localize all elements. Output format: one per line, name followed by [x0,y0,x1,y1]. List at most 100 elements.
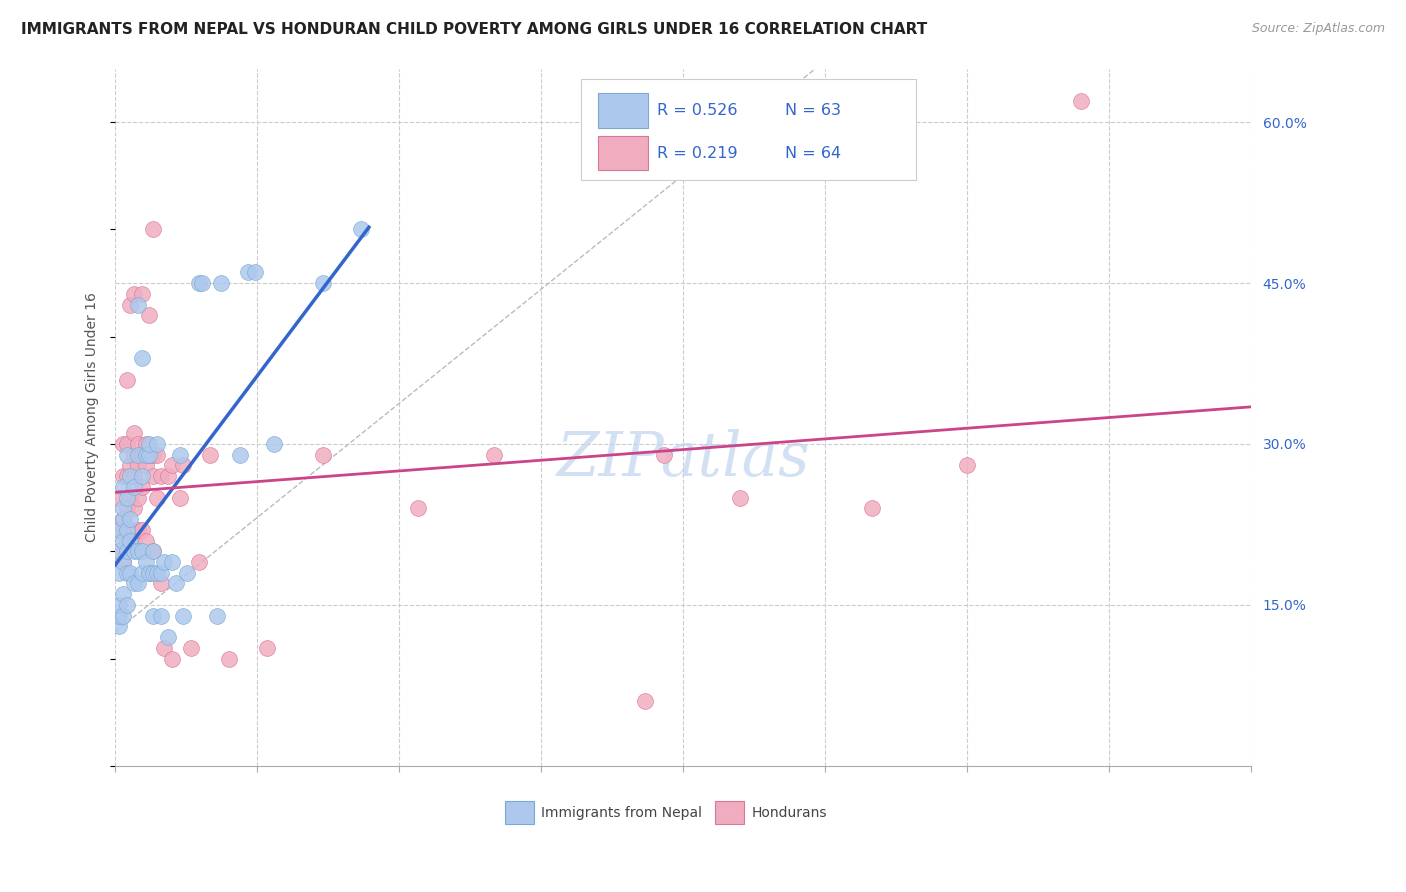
Point [142,544,165,558]
FancyBboxPatch shape [714,801,744,824]
Point [115,566,138,580]
Point [127,437,149,451]
Point [256,640,278,655]
Text: Immigrants from Nepal: Immigrants from Nepal [541,805,702,820]
Text: ZIPatlas: ZIPatlas [557,429,810,489]
Point [138,448,160,462]
Point [146,566,169,580]
Point [153,555,176,569]
Point [312,448,335,462]
Point [122,576,145,591]
Point [634,694,657,708]
Point [111,480,134,494]
Point [108,523,131,537]
Point [120,469,142,483]
Point [111,555,134,569]
Point [146,448,169,462]
Point [122,501,145,516]
Point [111,555,134,569]
Point [146,491,169,505]
Point [172,458,194,473]
Point [122,533,145,548]
Point [138,448,160,462]
Point [142,544,165,558]
Point [180,640,202,655]
Point [218,651,240,665]
Point [127,448,149,462]
Point [160,651,183,665]
Point [122,448,145,462]
Point [111,587,134,601]
Text: Hondurans: Hondurans [751,805,827,820]
Point [115,544,138,558]
Point [135,555,157,569]
Point [157,630,180,644]
Text: R = 0.526: R = 0.526 [657,103,738,119]
Point [120,523,142,537]
Point [108,619,131,633]
Point [115,491,138,505]
Point [120,458,142,473]
Point [111,512,134,526]
Point [122,469,145,483]
Point [120,297,142,311]
Point [131,566,153,580]
Point [120,533,142,548]
Point [108,544,131,558]
Point [482,448,505,462]
Point [122,426,145,441]
Point [146,437,169,451]
Y-axis label: Child Poverty Among Girls Under 16: Child Poverty Among Girls Under 16 [86,293,100,542]
Point [142,222,165,236]
Point [263,437,285,451]
Text: IMMIGRANTS FROM NEPAL VS HONDURAN CHILD POVERTY AMONG GIRLS UNDER 16 CORRELATION: IMMIGRANTS FROM NEPAL VS HONDURAN CHILD … [21,22,928,37]
Point [108,491,131,505]
Point [236,265,259,279]
FancyBboxPatch shape [598,94,648,128]
Point [127,523,149,537]
Point [111,501,134,516]
Point [115,523,138,537]
Point [135,437,157,451]
FancyBboxPatch shape [505,801,534,824]
Point [160,555,183,569]
Point [149,608,172,623]
Point [111,533,134,548]
Point [142,608,165,623]
Point [135,458,157,473]
Point [135,533,157,548]
Point [115,448,138,462]
Point [127,576,149,591]
FancyBboxPatch shape [598,136,648,170]
Point [176,566,198,580]
Point [198,448,221,462]
Point [1070,94,1092,108]
Text: Source: ZipAtlas.com: Source: ZipAtlas.com [1251,22,1385,36]
Point [131,351,153,366]
Point [209,276,232,290]
Point [169,491,191,505]
Point [138,437,160,451]
Point [131,286,153,301]
Point [131,480,153,494]
Point [120,566,142,580]
Text: R = 0.219: R = 0.219 [657,145,738,161]
Point [160,458,183,473]
Point [138,566,160,580]
Point [135,448,157,462]
Point [131,544,153,558]
Point [187,276,209,290]
Point [131,448,153,462]
Point [149,469,172,483]
Point [108,544,131,558]
Point [153,640,176,655]
Point [312,276,335,290]
Text: N = 63: N = 63 [786,103,841,119]
Point [108,523,131,537]
Point [728,491,751,505]
Point [127,544,149,558]
Text: N = 64: N = 64 [786,145,841,161]
Point [245,265,267,279]
Point [120,512,142,526]
Point [142,566,165,580]
